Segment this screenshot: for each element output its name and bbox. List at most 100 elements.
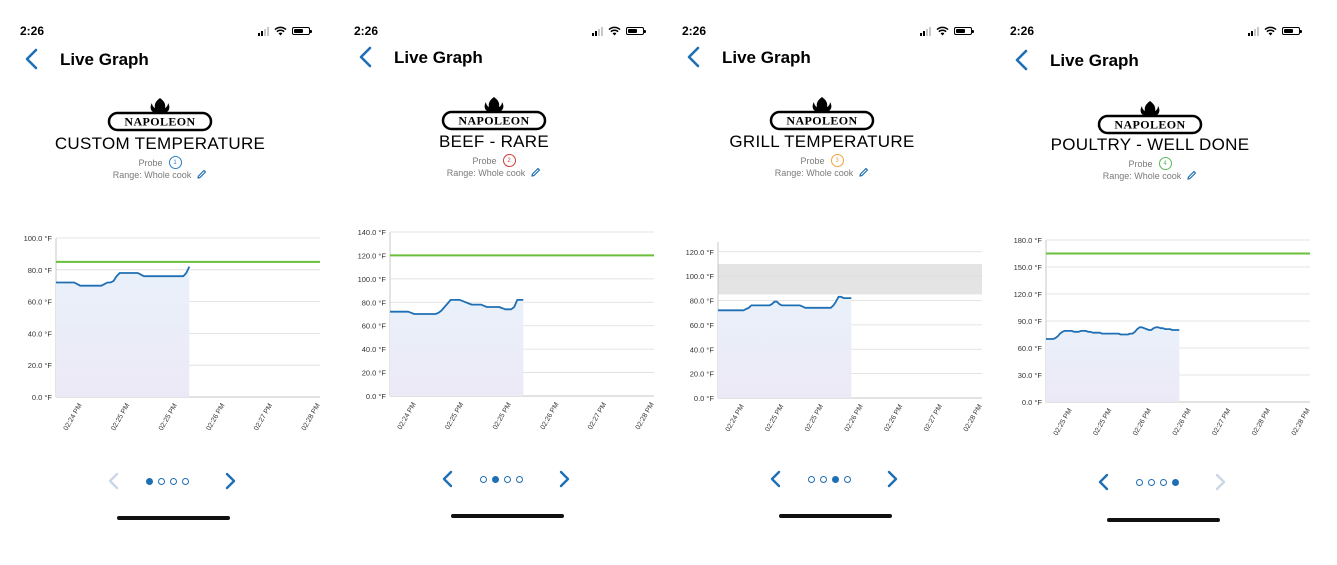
cellular-signal-icon bbox=[592, 26, 603, 36]
range-selector[interactable]: Range: Whole cook bbox=[990, 170, 1310, 181]
y-tick-label: 100.0 °F bbox=[358, 275, 387, 284]
next-page-button[interactable] bbox=[882, 468, 904, 490]
battery-icon bbox=[292, 27, 312, 35]
x-tick-label: 02:26 PM bbox=[1132, 407, 1153, 437]
y-tick-label: 0.0 °F bbox=[32, 393, 53, 402]
y-tick-label: 120.0 °F bbox=[358, 251, 387, 260]
page-navigation bbox=[662, 468, 982, 490]
page-dot[interactable] bbox=[504, 475, 511, 483]
page-dot[interactable] bbox=[492, 475, 499, 483]
page-navigation bbox=[334, 468, 654, 490]
probe-number-badge: 1 bbox=[168, 156, 182, 169]
next-page-button[interactable] bbox=[554, 468, 576, 490]
chevron-left-icon bbox=[108, 472, 119, 490]
y-tick-label: 180.0 °F bbox=[1014, 236, 1043, 245]
page-dot[interactable] bbox=[1172, 478, 1179, 486]
probe-title: GRILL TEMPERATURE bbox=[729, 132, 915, 151]
x-tick-label: 02:26 PM bbox=[205, 402, 226, 432]
edit-pencil-icon[interactable] bbox=[196, 169, 207, 180]
previous-page-button[interactable] bbox=[764, 468, 786, 490]
page-dot[interactable] bbox=[480, 475, 487, 483]
y-tick-label: 100.0 °F bbox=[686, 272, 715, 281]
nav-title: Live Graph bbox=[1050, 51, 1139, 70]
x-tick-label: 02:28 PM bbox=[635, 401, 654, 431]
chevron-left-icon bbox=[1015, 49, 1028, 71]
x-tick-label: 02:25 PM bbox=[492, 401, 513, 431]
chevron-left-icon bbox=[770, 470, 781, 488]
page-dot[interactable] bbox=[1160, 478, 1167, 486]
chevron-right-icon bbox=[887, 470, 898, 488]
x-tick-label: 02:24 PM bbox=[397, 401, 418, 431]
x-tick-label: 02:25 PM bbox=[110, 402, 131, 432]
page-dot[interactable] bbox=[170, 477, 177, 485]
probe-label: Probe bbox=[1128, 158, 1153, 169]
svg-text:NAPOLEON: NAPOLEON bbox=[458, 114, 529, 128]
y-tick-label: 40.0 °F bbox=[28, 329, 53, 338]
range-selector[interactable]: Range: Whole cook bbox=[334, 167, 654, 178]
cellular-signal-icon bbox=[258, 26, 269, 36]
range-selector[interactable]: Range: Whole cook bbox=[0, 169, 320, 180]
page-dot[interactable] bbox=[182, 477, 189, 485]
series-area bbox=[390, 299, 524, 396]
home-indicator[interactable] bbox=[1107, 518, 1220, 522]
edit-pencil-icon[interactable] bbox=[530, 167, 541, 178]
back-button[interactable] bbox=[1010, 47, 1032, 73]
page-indicator-dots bbox=[146, 470, 189, 492]
svg-text:NAPOLEON: NAPOLEON bbox=[1114, 118, 1185, 132]
previous-page-button[interactable] bbox=[436, 468, 458, 490]
x-tick-label: 02:28 PM bbox=[963, 403, 982, 433]
page-indicator-dots bbox=[1136, 471, 1179, 493]
phone-screen-4: 2:26 Live Graph NAPOLEON POULTRY - WELL DON… bbox=[990, 0, 1310, 565]
nav-title: Live Graph bbox=[60, 50, 149, 69]
chevron-left-icon bbox=[442, 470, 453, 488]
x-tick-label: 02:27 PM bbox=[253, 402, 274, 432]
home-indicator[interactable] bbox=[451, 514, 564, 518]
x-tick-label: 02:28 PM bbox=[301, 402, 320, 432]
y-tick-label: 60.0 °F bbox=[1018, 344, 1043, 353]
x-tick-label: 02:25 PM bbox=[804, 403, 825, 433]
series-area bbox=[718, 296, 852, 398]
phone-screen-3: 2:26 Live Graph NAPOLEON GRILL TEMPERATURE P… bbox=[662, 0, 982, 565]
probe-title: CUSTOM TEMPERATURE bbox=[54, 134, 266, 153]
range-selector[interactable]: Range: Whole cook bbox=[662, 167, 982, 178]
x-tick-label: 02:28 PM bbox=[1251, 407, 1272, 437]
probe-label: Probe bbox=[138, 157, 163, 168]
series-area bbox=[1046, 327, 1180, 402]
edit-pencil-icon[interactable] bbox=[858, 167, 869, 178]
page-indicator-dots bbox=[480, 468, 523, 490]
page-dot[interactable] bbox=[844, 475, 851, 483]
page-dot[interactable] bbox=[1136, 478, 1143, 486]
napoleon-logo: NAPOLEON bbox=[107, 98, 213, 132]
status-icons bbox=[258, 24, 312, 38]
wifi-icon bbox=[608, 26, 621, 36]
home-indicator[interactable] bbox=[779, 514, 892, 518]
edit-pencil-icon[interactable] bbox=[1186, 170, 1197, 181]
wifi-icon bbox=[1264, 26, 1277, 36]
page-dot[interactable] bbox=[146, 477, 153, 485]
home-indicator[interactable] bbox=[117, 516, 230, 520]
back-button[interactable] bbox=[20, 46, 42, 72]
page-navigation bbox=[990, 471, 1310, 493]
page-dot[interactable] bbox=[516, 475, 523, 483]
next-page-button[interactable] bbox=[220, 470, 242, 492]
chevron-left-icon bbox=[687, 46, 700, 68]
page-dot[interactable] bbox=[158, 477, 165, 485]
cellular-signal-icon bbox=[1248, 26, 1259, 36]
battery-icon bbox=[626, 27, 646, 35]
live-temperature-chart: 0.0 °F 30.0 °F 60.0 °F 90.0 °F 120.0 °F 150.0… bbox=[1014, 236, 1310, 437]
next-page-button[interactable] bbox=[1210, 471, 1232, 493]
previous-page-button[interactable] bbox=[102, 470, 124, 492]
status-icons bbox=[592, 24, 646, 38]
x-tick-label: 02:25 PM bbox=[1092, 407, 1113, 437]
back-button[interactable] bbox=[354, 44, 376, 70]
page-dot[interactable] bbox=[832, 475, 839, 483]
wifi-icon bbox=[274, 26, 287, 36]
previous-page-button[interactable] bbox=[1092, 471, 1114, 493]
back-button[interactable] bbox=[682, 44, 704, 70]
page-dot[interactable] bbox=[808, 475, 815, 483]
probe-label: Probe bbox=[472, 155, 497, 166]
y-tick-label: 90.0 °F bbox=[1018, 317, 1043, 326]
page-dot[interactable] bbox=[820, 475, 827, 483]
y-tick-label: 30.0 °F bbox=[1018, 371, 1043, 380]
page-dot[interactable] bbox=[1148, 478, 1155, 486]
